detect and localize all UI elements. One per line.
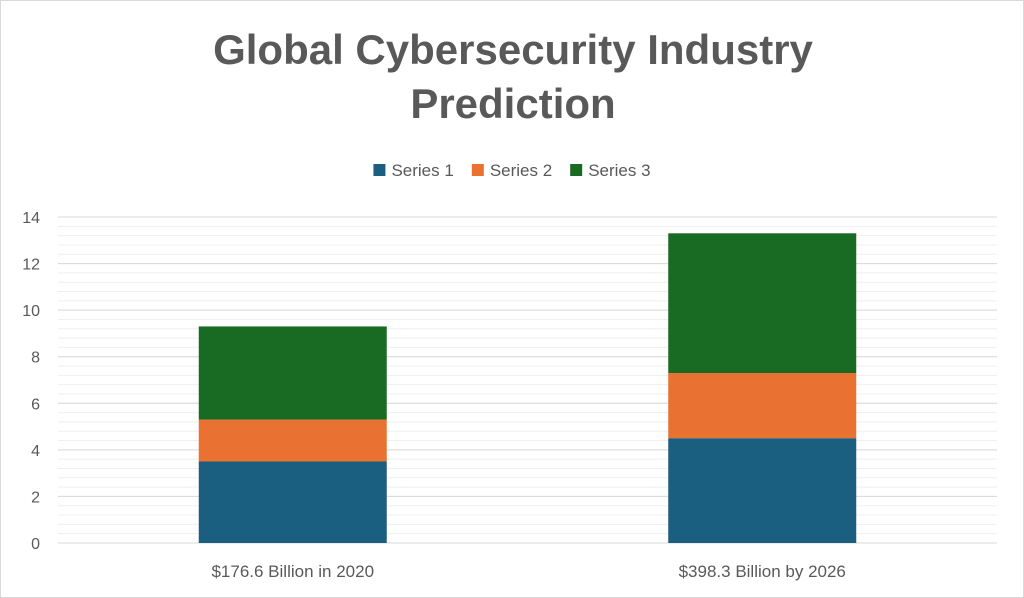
bar-segment bbox=[668, 233, 857, 374]
legend-item-label: Series 2 bbox=[490, 161, 552, 180]
bar-segment bbox=[668, 438, 857, 543]
bar-segment bbox=[668, 373, 857, 439]
legend-swatch bbox=[570, 164, 583, 176]
y-tick-label: 14 bbox=[22, 210, 40, 227]
y-tick-label: 2 bbox=[31, 489, 40, 506]
y-tick-label: 4 bbox=[31, 443, 40, 460]
legend-item-label: Series 3 bbox=[588, 161, 650, 180]
y-tick-label: 0 bbox=[31, 536, 40, 553]
bar-segment bbox=[198, 326, 387, 420]
chart-title-line-2: Prediction bbox=[410, 80, 616, 127]
x-category-label: $398.3 Billion by 2026 bbox=[679, 562, 846, 581]
y-tick-label: 8 bbox=[31, 350, 40, 367]
chart-title-line-1: Global Cybersecurity Industry bbox=[213, 26, 813, 73]
y-tick-label: 6 bbox=[31, 396, 40, 413]
legend-item-label: Series 1 bbox=[391, 161, 453, 180]
y-tick-label: 10 bbox=[22, 303, 40, 320]
chart-title: Global Cybersecurity Industry Prediction bbox=[1, 23, 1024, 131]
legend-swatch bbox=[373, 164, 386, 176]
y-tick-label: 12 bbox=[22, 257, 40, 274]
x-category-label: $176.6 Billion in 2020 bbox=[211, 562, 374, 581]
legend-swatch bbox=[471, 164, 484, 176]
bar-segment bbox=[198, 419, 387, 462]
bar-segment bbox=[198, 461, 387, 543]
